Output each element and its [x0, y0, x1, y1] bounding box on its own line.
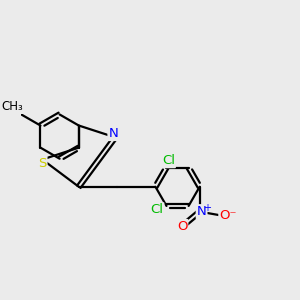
Text: N: N — [108, 127, 118, 140]
Text: CH₃: CH₃ — [2, 100, 23, 113]
Text: Cl: Cl — [150, 203, 164, 216]
Text: Cl: Cl — [162, 154, 175, 167]
Text: S: S — [38, 157, 46, 170]
Text: O: O — [177, 220, 187, 233]
Text: N: N — [197, 205, 206, 218]
Text: +: + — [202, 203, 211, 213]
Text: O⁻: O⁻ — [219, 209, 237, 222]
